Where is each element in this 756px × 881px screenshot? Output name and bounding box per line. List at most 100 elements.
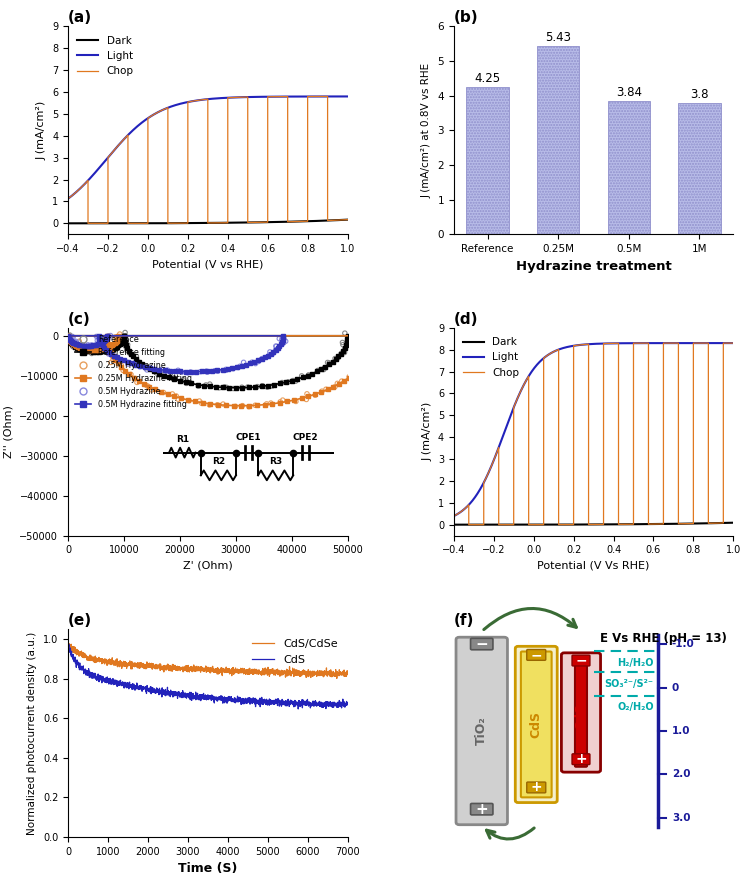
Point xyxy=(130,350,142,364)
Text: 1.0: 1.0 xyxy=(672,726,690,736)
Point xyxy=(140,360,152,374)
Point xyxy=(79,342,91,356)
Text: (d): (d) xyxy=(454,312,479,327)
Point xyxy=(85,339,97,353)
Point xyxy=(129,357,141,371)
Point xyxy=(168,371,180,385)
Point xyxy=(318,362,330,376)
Point xyxy=(156,362,168,376)
Point xyxy=(302,368,314,382)
Dark xyxy=(112,218,121,228)
Point xyxy=(117,332,129,346)
Point xyxy=(82,337,94,352)
Text: 2.0: 2.0 xyxy=(672,769,690,780)
Y-axis label: Z'' (Ohm): Z'' (Ohm) xyxy=(4,405,14,458)
Point xyxy=(301,387,313,401)
Point xyxy=(72,342,84,356)
X-axis label: Potential (V Vs RHE): Potential (V Vs RHE) xyxy=(538,561,649,571)
CdS/CdSe xyxy=(343,669,352,679)
FancyBboxPatch shape xyxy=(521,652,552,797)
Point xyxy=(166,387,178,401)
Point xyxy=(114,338,126,352)
Point xyxy=(70,335,82,349)
Point xyxy=(94,339,107,353)
Point xyxy=(256,352,268,366)
Light xyxy=(497,433,507,443)
Legend: CdS/CdSe, CdS: CdS/CdSe, CdS xyxy=(247,634,342,670)
Point xyxy=(67,329,79,344)
FancyBboxPatch shape xyxy=(572,655,590,666)
Text: CdS: CdS xyxy=(530,711,543,738)
Chop xyxy=(593,519,602,529)
Point xyxy=(106,346,118,360)
Point xyxy=(121,344,133,358)
Line: CdS: CdS xyxy=(68,644,348,709)
CdS xyxy=(335,699,344,709)
Point xyxy=(273,331,285,345)
Point xyxy=(101,340,113,354)
Point xyxy=(70,337,82,352)
Point xyxy=(170,389,182,403)
Text: (a): (a) xyxy=(68,11,92,26)
Point xyxy=(194,365,206,379)
Light xyxy=(723,337,733,348)
Point xyxy=(277,336,290,350)
Point xyxy=(249,357,262,371)
Dark xyxy=(64,218,73,228)
Chop xyxy=(675,518,684,529)
Text: −: − xyxy=(476,637,488,652)
CdS xyxy=(78,663,87,673)
Point xyxy=(101,329,113,344)
Point xyxy=(90,343,102,357)
Point xyxy=(110,336,122,350)
Text: -1.0: -1.0 xyxy=(672,639,695,649)
Point xyxy=(318,360,330,374)
Point xyxy=(162,363,174,377)
Point xyxy=(122,337,134,352)
Point xyxy=(98,343,110,357)
Point xyxy=(107,341,119,355)
Point xyxy=(116,335,128,349)
Point xyxy=(251,380,263,394)
Point xyxy=(94,335,106,349)
Point xyxy=(200,364,212,378)
X-axis label: Hydrazine treatment: Hydrazine treatment xyxy=(516,260,671,272)
Point xyxy=(256,379,268,393)
FancyBboxPatch shape xyxy=(575,658,587,766)
CdS xyxy=(284,698,293,708)
Point xyxy=(332,351,344,365)
Light xyxy=(343,91,352,101)
Bar xyxy=(608,101,650,234)
Chop xyxy=(343,214,352,225)
Point xyxy=(73,334,85,348)
Point xyxy=(249,398,262,412)
Point xyxy=(114,337,126,352)
Line: Light: Light xyxy=(454,343,733,516)
Point xyxy=(110,335,122,349)
Text: TiO₂: TiO₂ xyxy=(476,716,488,745)
Dark xyxy=(481,520,490,530)
Point xyxy=(324,356,336,370)
Point xyxy=(181,376,193,390)
Point xyxy=(296,369,308,383)
Point xyxy=(276,375,288,389)
Point xyxy=(146,383,158,397)
Point xyxy=(195,396,207,411)
Point xyxy=(261,396,273,411)
Point xyxy=(102,340,114,354)
Point xyxy=(120,334,132,348)
Point xyxy=(217,397,229,411)
Point xyxy=(282,374,294,389)
Bar xyxy=(678,102,720,234)
Text: (f): (f) xyxy=(454,613,474,628)
Point xyxy=(122,355,134,369)
CdS xyxy=(192,690,201,700)
Point xyxy=(91,344,103,359)
Point xyxy=(141,363,153,377)
Point xyxy=(94,344,106,358)
Point xyxy=(93,337,105,352)
Chop xyxy=(449,511,458,522)
Point xyxy=(119,333,132,347)
Point xyxy=(329,352,341,366)
Point xyxy=(68,339,80,353)
